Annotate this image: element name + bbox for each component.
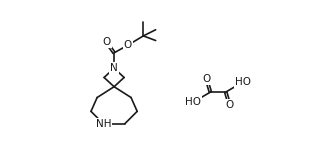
Text: HO: HO: [235, 77, 251, 87]
Text: NH: NH: [95, 119, 111, 129]
Text: N: N: [110, 63, 118, 73]
Text: O: O: [202, 74, 211, 84]
Text: HO: HO: [185, 97, 201, 107]
Text: O: O: [124, 40, 132, 50]
Text: O: O: [102, 37, 111, 47]
Text: O: O: [226, 100, 234, 110]
